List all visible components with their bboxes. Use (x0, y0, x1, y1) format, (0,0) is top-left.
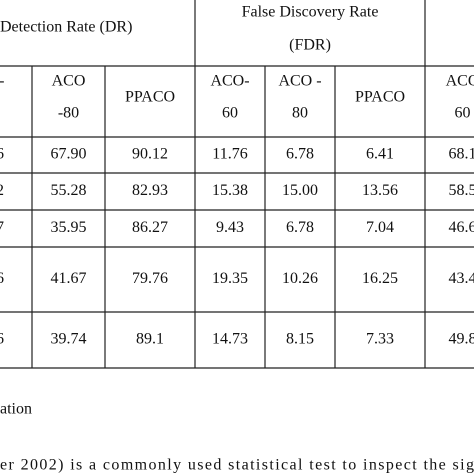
cell: 26 (0, 331, 4, 348)
cell: 41.67 (51, 270, 87, 287)
column-header: PPACO (355, 89, 405, 106)
cell: 82.93 (132, 182, 168, 199)
cell: 9.43 (216, 219, 244, 236)
cell: 55.28 (51, 182, 87, 199)
cell: 14.73 (212, 331, 248, 348)
column-header: PPACO (125, 89, 175, 106)
cell: 8.15 (286, 331, 314, 348)
cell: 19.35 (212, 270, 248, 287)
cell: 72 (0, 182, 4, 199)
cell: 43.4 (449, 270, 474, 287)
cell: 16.25 (362, 270, 398, 287)
cell: 6.41 (366, 146, 394, 163)
column-header: ACO - (278, 73, 321, 90)
cell: 35.95 (51, 219, 87, 236)
paragraph: er 2002) is a commonly used statistical … (0, 457, 474, 474)
cell: 13.56 (362, 182, 398, 199)
heading: ation (0, 401, 32, 418)
cell: 58.5 (449, 182, 474, 199)
cell: 68.1 (449, 146, 474, 163)
cell: 90.12 (132, 146, 168, 163)
cell: 89.1 (136, 331, 164, 348)
cell: 37 (0, 219, 4, 236)
cell: 7.33 (366, 331, 394, 348)
column-header: O- (0, 73, 4, 90)
cell: 15.00 (282, 182, 318, 199)
cell: 67.90 (51, 146, 87, 163)
cell: 10.26 (282, 270, 318, 287)
cell: 76 (0, 270, 4, 287)
column-header: 60 (455, 105, 471, 122)
cell: 15.38 (212, 182, 248, 199)
cell: 6.78 (286, 146, 314, 163)
cell: 56 (0, 146, 4, 163)
column-header: 60 (222, 105, 238, 122)
column-header: ACO (446, 73, 474, 90)
group-header: (FDR) (289, 37, 331, 54)
cell: 79.76 (132, 270, 168, 287)
cell: 86.27 (132, 219, 168, 236)
cell: 46.6 (449, 219, 474, 236)
cell: 7.04 (366, 219, 394, 236)
cell: 11.76 (212, 146, 247, 163)
column-header: ACO- (210, 73, 249, 90)
cell: 49.8 (449, 331, 474, 348)
column-header: 80 (292, 105, 308, 122)
column-header: -80 (58, 105, 79, 122)
cell: 39.74 (51, 331, 87, 348)
cell: 6.78 (286, 219, 314, 236)
group-header: False Discovery Rate (242, 4, 379, 21)
column-header: ACO (52, 73, 86, 90)
group-header: Detection Rate (DR) (0, 19, 132, 36)
